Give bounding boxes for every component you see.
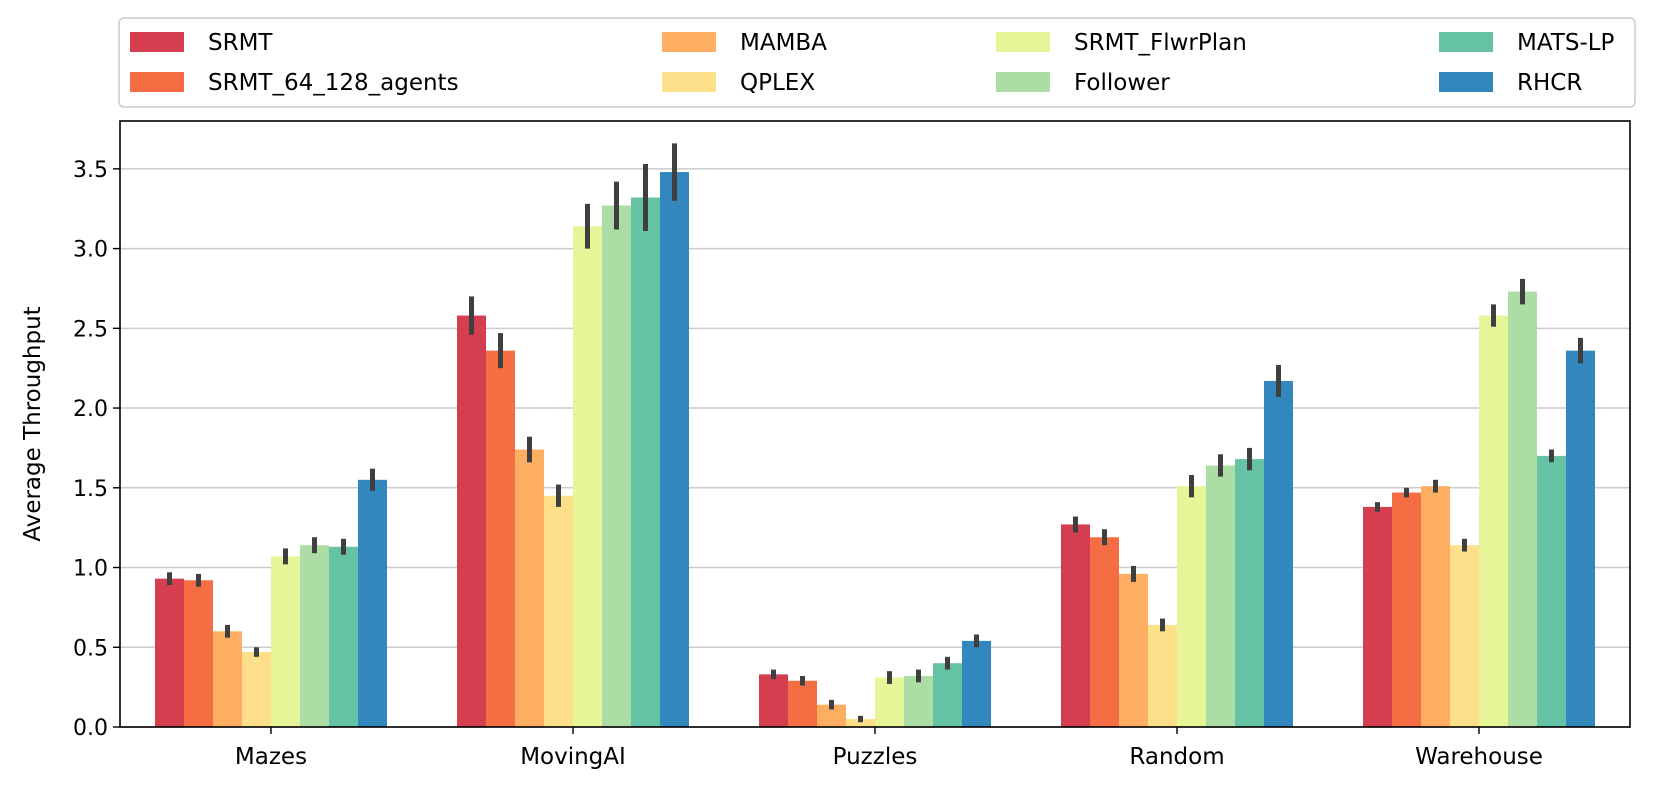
y-tick-label: 3.0 xyxy=(73,238,108,263)
y-tick-label: 3.5 xyxy=(73,158,108,183)
bar-srmt-flwrplan-warehouse xyxy=(1479,315,1508,727)
x-tick-label: Random xyxy=(1129,744,1224,770)
legend-swatch xyxy=(1439,72,1493,92)
bar-qplex-mazes xyxy=(242,652,271,727)
bar-follower-mazes xyxy=(300,545,329,727)
y-axis-label: Average Throughput xyxy=(20,306,46,541)
legend: SRMT SRMT_64_128_agents MAMBA QPLEX SRMT_Flw… xyxy=(118,17,1636,108)
bar-rhcr-mazes xyxy=(358,479,387,727)
y-tick-label: 0.0 xyxy=(73,716,108,741)
bar-follower-warehouse xyxy=(1508,291,1537,727)
legend-swatch xyxy=(996,32,1050,52)
legend-label: RHCR xyxy=(1517,70,1582,96)
bar-rhcr-movingai xyxy=(660,172,689,727)
bar-follower-random xyxy=(1206,465,1235,727)
bar-qplex-movingai xyxy=(544,495,573,727)
legend-label: Follower xyxy=(1074,70,1170,96)
x-tick-label: Puzzles xyxy=(833,744,918,770)
bar-srmt-movingai xyxy=(457,315,486,727)
legend-swatch xyxy=(1439,32,1493,52)
legend-swatch xyxy=(130,72,184,92)
bar-srmt-puzzles xyxy=(759,674,788,727)
bar-qplex-random xyxy=(1148,624,1177,727)
bar-rhcr-random xyxy=(1264,380,1293,727)
bar-qplex-puzzles xyxy=(846,719,875,727)
bar-follower-movingai xyxy=(602,205,631,727)
legend-swatch xyxy=(996,72,1050,92)
bar-srmt-mazes xyxy=(155,578,184,727)
error-bars xyxy=(167,143,1583,723)
bar-rhcr-warehouse xyxy=(1566,350,1595,727)
y-axis: 0.0 0.5 1.0 1.5 2.0 2.5 3.0 3.5 xyxy=(73,158,120,741)
legend-label: MATS-LP xyxy=(1517,30,1615,56)
x-tick-label: Warehouse xyxy=(1415,744,1543,770)
bar-srmt-warehouse xyxy=(1363,506,1392,727)
bar-mats-lp-random xyxy=(1235,459,1264,727)
bar-srmt-64-128-agents-puzzles xyxy=(788,680,817,727)
legend-swatch xyxy=(662,72,716,92)
bar-srmt-64-128-agents-warehouse xyxy=(1392,492,1421,727)
bar-srmt-flwrplan-random xyxy=(1177,486,1206,727)
legend-swatch xyxy=(130,32,184,52)
bar-srmt-flwrplan-puzzles xyxy=(875,677,904,727)
legend-swatch xyxy=(662,32,716,52)
bar-rhcr-puzzles xyxy=(962,640,991,727)
bar-mamba-mazes xyxy=(213,631,242,727)
legend-label: QPLEX xyxy=(740,70,815,96)
bar-mamba-puzzles xyxy=(817,704,846,727)
bar-follower-puzzles xyxy=(904,675,933,727)
y-tick-label: 1.0 xyxy=(73,557,108,582)
bar-mamba-movingai xyxy=(515,449,544,727)
bar-srmt-flwrplan-movingai xyxy=(573,226,602,727)
x-tick-label: Mazes xyxy=(235,744,307,770)
bar-mats-lp-warehouse xyxy=(1537,455,1566,727)
bar-qplex-warehouse xyxy=(1450,545,1479,727)
bar-mats-lp-puzzles xyxy=(933,663,962,727)
bar-mats-lp-mazes xyxy=(329,546,358,727)
y-tick-label: 0.5 xyxy=(73,636,108,661)
y-tick-label: 2.0 xyxy=(73,397,108,422)
y-tick-label: 2.5 xyxy=(73,317,108,342)
legend-label: SRMT_FlwrPlan xyxy=(1074,30,1247,56)
legend-label: MAMBA xyxy=(740,30,827,56)
legend-label: SRMT_64_128_agents xyxy=(208,70,459,96)
bar-srmt-64-128-agents-random xyxy=(1090,537,1119,727)
bar-mats-lp-movingai xyxy=(631,197,660,727)
bar-mamba-random xyxy=(1119,573,1148,727)
legend-label: SRMT xyxy=(208,30,273,56)
bar-srmt-64-128-agents-mazes xyxy=(184,580,213,727)
x-axis: Mazes MovingAI Puzzles Random Warehouse xyxy=(235,727,1543,770)
bars xyxy=(155,172,1595,727)
bar-mamba-warehouse xyxy=(1421,486,1450,727)
bar-srmt-64-128-agents-movingai xyxy=(486,350,515,727)
x-tick-label: MovingAI xyxy=(520,744,626,770)
bar-srmt-random xyxy=(1061,524,1090,727)
y-tick-label: 1.5 xyxy=(73,477,108,502)
bar-srmt-flwrplan-mazes xyxy=(271,556,300,727)
legend-box xyxy=(118,17,1636,108)
